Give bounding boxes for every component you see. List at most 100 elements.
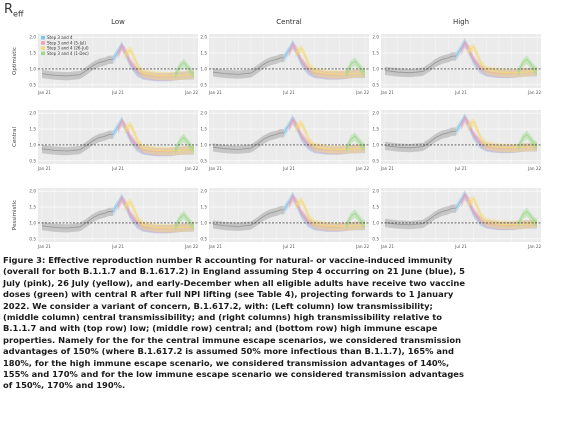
series-band <box>118 117 194 157</box>
x-tick-label: Jan 21 <box>37 244 51 249</box>
series-line <box>384 55 456 74</box>
series-band <box>118 194 194 234</box>
y-tick-label: 0.5 <box>200 236 207 241</box>
series-line <box>295 47 366 75</box>
y-tick-label: 1.5 <box>372 205 379 210</box>
y-tick-label: 1.5 <box>200 205 207 210</box>
y-tick-label: 1.5 <box>372 127 379 132</box>
x-tick-label: Jan 21 <box>208 244 222 249</box>
x-tick-label: Jan 22 <box>355 244 369 249</box>
x-tick-label: Jul 21 <box>111 244 124 249</box>
figure-title: Reff <box>4 2 24 19</box>
series-line <box>517 210 538 225</box>
series-band <box>518 207 537 229</box>
x-tick-label: Jul 21 <box>454 166 467 171</box>
y-tick-label: 2.0 <box>372 111 379 116</box>
x-tick-label: Jan 22 <box>184 244 198 249</box>
legend-swatch <box>41 46 45 50</box>
series-line <box>41 211 113 229</box>
series-band <box>346 132 365 154</box>
y-tick-label: 2.0 <box>200 111 207 116</box>
series-line <box>517 58 538 73</box>
series-band <box>346 209 365 231</box>
y-tick-label: 1.0 <box>29 66 36 71</box>
series-band <box>42 130 113 156</box>
x-tick-label: Jan 22 <box>184 166 198 171</box>
y-tick-label: 1.0 <box>372 66 379 71</box>
series-band <box>461 191 537 230</box>
series-line <box>345 135 366 149</box>
y-tick-label: 1.0 <box>372 142 379 147</box>
y-tick-label: 1.5 <box>200 51 207 56</box>
series-line <box>467 198 538 226</box>
x-tick-label: Jan 21 <box>37 166 51 171</box>
series-band <box>42 207 113 233</box>
legend-label: Step 3 and 4 (26-Jul) <box>47 46 89 51</box>
y-tick-label: 0.5 <box>29 158 36 163</box>
series-line <box>467 46 538 74</box>
x-tick-label: Jul 21 <box>111 166 124 171</box>
legend-swatch <box>41 51 45 56</box>
series-line <box>212 132 284 150</box>
x-tick-label: Jan 22 <box>184 90 198 95</box>
series-line <box>517 133 538 148</box>
column-header: Low <box>111 18 125 26</box>
x-tick-label: Jul 21 <box>282 166 295 171</box>
x-tick-label: Jan 22 <box>355 166 369 171</box>
series-line <box>124 124 195 152</box>
y-tick-label: 1.0 <box>200 220 207 225</box>
y-tick-label: 1.0 <box>200 142 207 147</box>
series-band <box>385 52 456 78</box>
y-tick-label: 0.5 <box>29 82 36 87</box>
y-tick-label: 1.0 <box>29 142 36 147</box>
x-tick-label: Jul 21 <box>454 244 467 249</box>
column-header: Central <box>276 18 302 26</box>
legend-swatch <box>41 41 45 45</box>
y-tick-label: 2.0 <box>372 189 379 194</box>
series-band <box>112 193 194 234</box>
series-line <box>212 209 284 227</box>
x-tick-label: Jul 21 <box>282 90 295 95</box>
x-tick-label: Jan 21 <box>208 90 222 95</box>
chart-grid: Low Central High Optimistic Central Pessimist… <box>12 18 541 249</box>
x-tick-label: Jan 21 <box>380 90 394 95</box>
legend-label: Step 3 and 4 <box>47 35 73 40</box>
y-tick-label: 0.5 <box>29 236 36 241</box>
series-band <box>346 57 365 79</box>
series-line <box>41 58 113 77</box>
series-band <box>289 41 365 80</box>
series-band <box>385 127 456 153</box>
series-band <box>175 58 194 80</box>
x-tick-label: Jan 22 <box>527 166 541 171</box>
y-tick-label: 0.5 <box>200 82 207 87</box>
x-tick-label: Jan 22 <box>355 90 369 95</box>
x-tick-label: Jul 21 <box>282 244 295 249</box>
y-tick-label: 1.5 <box>29 127 36 132</box>
series-band <box>213 54 284 79</box>
series-band <box>518 55 537 77</box>
series-line <box>124 201 195 229</box>
series-line <box>384 130 456 149</box>
series-line <box>384 207 456 226</box>
y-tick-label: 0.5 <box>200 158 207 163</box>
legend-label: Step 3 and 4 (5-Jul) <box>47 40 86 45</box>
series-band <box>455 113 537 154</box>
series-band <box>42 55 113 81</box>
row-label: Optimistic <box>12 47 18 75</box>
x-tick-label: Jan 21 <box>208 166 222 171</box>
series-band <box>461 114 537 153</box>
y-tick-label: 2.0 <box>372 35 379 40</box>
series-line <box>295 122 366 150</box>
x-tick-label: Jul 21 <box>111 90 124 95</box>
series-line <box>345 60 366 74</box>
y-tick-label: 0.5 <box>372 158 379 163</box>
